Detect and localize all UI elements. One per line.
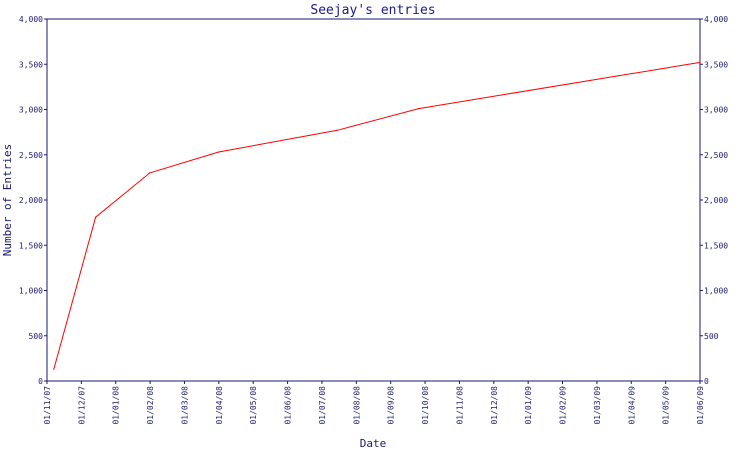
- y-tick-label-left: 3,500: [19, 60, 43, 69]
- y-tick-label-right: 0: [704, 377, 709, 386]
- x-tick-label: 01/11/07: [43, 386, 52, 425]
- data-point: [218, 151, 220, 153]
- y-tick-label-left: 4,000: [19, 15, 43, 24]
- y-tick-label-left: 1,500: [19, 241, 43, 250]
- x-tick-label: 01/11/08: [455, 386, 464, 425]
- chart-title: Seejay's entries: [310, 3, 435, 18]
- x-tick-label: 01/01/09: [524, 386, 533, 425]
- x-tick-label: 01/08/08: [352, 386, 361, 425]
- data-point: [95, 216, 97, 218]
- x-tick-label: 01/04/09: [627, 386, 636, 425]
- y-tick-label-left: 1,000: [19, 287, 43, 296]
- y-tick-label-right: 1,500: [704, 241, 728, 250]
- x-axis-title: Date: [360, 437, 387, 450]
- y-axis-right: 0 500 1,000 1,500 2,000 2,500 3,000 3,500 4,000: [700, 15, 728, 386]
- series-layer: [53, 61, 701, 370]
- x-tick-label: 01/05/09: [662, 386, 671, 425]
- x-tick-label: 01/06/09: [696, 386, 705, 425]
- y-tick-label-right: 3,500: [704, 60, 728, 69]
- x-tick-label: 01/03/08: [180, 386, 189, 425]
- data-point: [336, 129, 338, 131]
- data-point: [149, 172, 151, 174]
- x-tick-label: 01/03/09: [593, 386, 602, 425]
- x-tick-label: 01/02/09: [559, 386, 568, 425]
- x-tick-label: 01/07/08: [318, 386, 327, 425]
- y-tick-label-right: 500: [704, 332, 719, 341]
- x-tick-label: 01/04/08: [215, 386, 224, 425]
- y-tick-label-right: 1,000: [704, 287, 728, 296]
- y-tick-label-left: 2,500: [19, 151, 43, 160]
- data-point: [418, 108, 420, 110]
- x-tick-label: 01/02/08: [146, 386, 155, 425]
- x-tick-label: 01/06/08: [284, 386, 293, 425]
- x-axis: 01/11/07 01/12/07 01/01/08 01/02/08 01/03/08…: [43, 381, 705, 425]
- y-tick-label-right: 2,500: [704, 151, 728, 160]
- x-tick-label: 01/12/08: [490, 386, 499, 425]
- y-tick-label-left: 2,000: [19, 196, 43, 205]
- x-tick-label: 01/10/08: [421, 386, 430, 425]
- x-tick-label: 01/01/08: [112, 386, 121, 425]
- x-tick-label: 01/05/08: [249, 386, 258, 425]
- y-tick-label-right: 3,000: [704, 106, 728, 115]
- x-tick-label: 01/09/08: [387, 386, 396, 425]
- data-point: [53, 368, 55, 370]
- y-tick-label-left: 3,000: [19, 106, 43, 115]
- y-tick-label-left: 500: [29, 332, 44, 341]
- y-axis-title: Number of Entries: [1, 144, 14, 257]
- y-tick-label-left: 0: [38, 377, 43, 386]
- y-tick-label-right: 4,000: [704, 15, 728, 24]
- data-point: [699, 61, 701, 64]
- y-axis-left: 0 500 1,000 1,500 2,000 2,500 3,000 3,500 4,000: [19, 15, 47, 386]
- y-tick-label-right: 2,000: [704, 196, 728, 205]
- x-tick-label: 01/12/07: [77, 386, 86, 425]
